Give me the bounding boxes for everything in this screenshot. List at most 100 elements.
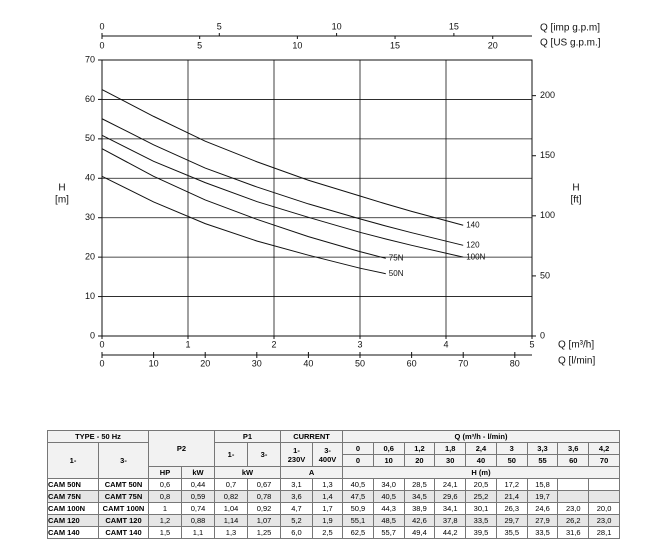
x-tick-label: 0 xyxy=(99,339,104,349)
table-cell: 3,1 xyxy=(280,478,314,491)
table-cell: 40,5 xyxy=(372,490,405,503)
x2-tick-label: 30 xyxy=(252,358,262,368)
table-cell: 37,8 xyxy=(434,514,467,527)
table-cell: 20,5 xyxy=(465,478,497,491)
x-axis-label: Q [m³/h] xyxy=(558,340,594,351)
y-tick-label: 20 xyxy=(85,252,95,262)
table-cell xyxy=(557,478,590,491)
table-cell: 0,59 xyxy=(181,490,216,503)
table-cell: 60 xyxy=(557,454,590,467)
header-cell: 3- xyxy=(97,442,150,479)
table-cell: 29,7 xyxy=(495,514,528,527)
table-cell: 3,6 xyxy=(557,442,590,455)
table-cell: 34,0 xyxy=(372,478,405,491)
series-label: 140 xyxy=(466,220,480,229)
table-cell: 21,4 xyxy=(495,490,528,503)
table-cell: 0,8 xyxy=(148,490,183,503)
table-cell xyxy=(588,490,620,503)
table-cell: 2,5 xyxy=(312,526,344,539)
header-cell: P2 xyxy=(148,430,216,467)
header-cell: Q (m³/h - l/min) xyxy=(342,430,620,443)
x-tick-label: 3 xyxy=(357,339,362,349)
table-cell: 40 xyxy=(465,454,497,467)
header-cell: CURRENT xyxy=(280,430,344,443)
x4-axis-label: Q [US g.p.m.] xyxy=(540,38,601,49)
table-cell: 1,3 xyxy=(214,526,249,539)
table-cell: 1,2 xyxy=(148,514,183,527)
series-label: 120 xyxy=(466,240,480,249)
table-cell: 1,1 xyxy=(181,526,216,539)
table-cell: 0,7 xyxy=(214,478,249,491)
table-cell xyxy=(588,478,620,491)
table-cell: 28,1 xyxy=(588,526,620,539)
table-cell: 26,2 xyxy=(557,514,590,527)
table-cell: 25,2 xyxy=(465,490,497,503)
table-cell: 0,44 xyxy=(181,478,216,491)
table-cell: 1,5 xyxy=(148,526,183,539)
x2-tick-label: 20 xyxy=(200,358,210,368)
x4-tick-label: 20 xyxy=(488,40,498,50)
pump-curve xyxy=(101,118,464,246)
plot-frame xyxy=(101,59,533,337)
table-cell: 19,7 xyxy=(526,490,559,503)
x3-tick-label: 15 xyxy=(449,21,459,31)
table-cell: CAM 140 xyxy=(47,526,99,539)
table-cell: 20,0 xyxy=(588,502,620,515)
table-cell: 0,67 xyxy=(247,478,282,491)
table-cell: 10 xyxy=(372,454,405,467)
table-cell: 55,1 xyxy=(342,514,374,527)
pump-curve xyxy=(101,175,386,275)
table-cell: 55 xyxy=(526,454,559,467)
x3-tick-label: 10 xyxy=(332,21,342,31)
x3-tick-label: 0 xyxy=(99,21,104,31)
table-cell: 27,9 xyxy=(526,514,559,527)
table-cell: 3 xyxy=(495,442,528,455)
x-tick-label: 1 xyxy=(185,339,190,349)
table-cell: 1,25 xyxy=(247,526,282,539)
table-cell: 26,3 xyxy=(495,502,528,515)
table-cell: 2,4 xyxy=(465,442,497,455)
table-cell: 31,6 xyxy=(557,526,590,539)
y2-axis-label: [ft] xyxy=(570,195,581,206)
series-label: 50N xyxy=(389,269,404,278)
table-cell: 0,6 xyxy=(148,478,183,491)
table-cell: CAMT 120 xyxy=(97,514,150,527)
table-cell: 1,14 xyxy=(214,514,249,527)
table-cell: 1 xyxy=(148,502,183,515)
table-cell: 5,2 xyxy=(280,514,314,527)
table-cell: CAM 120 xyxy=(47,514,99,527)
header-cell: P1 xyxy=(214,430,282,443)
x2-tick-label: 80 xyxy=(510,358,520,368)
table-cell: 50 xyxy=(495,454,528,467)
table-cell: 44,2 xyxy=(434,526,467,539)
x2-axis-label: Q [l/min] xyxy=(558,356,595,367)
x2-tick-label: 0 xyxy=(99,358,104,368)
table-cell: 48,5 xyxy=(372,514,405,527)
cell-text: 230V xyxy=(287,454,306,464)
x4-tick-label: 5 xyxy=(197,40,202,50)
table-cell: 4,7 xyxy=(280,502,314,515)
table-cell: 0 xyxy=(342,454,374,467)
table-cell: 0,6 xyxy=(372,442,405,455)
table-cell: 20 xyxy=(403,454,436,467)
y2-tick-label: 150 xyxy=(540,150,555,160)
table-cell: CAM 75N xyxy=(47,490,99,503)
x-tick-label: 4 xyxy=(443,339,448,349)
table-cell: 70 xyxy=(588,454,620,467)
y2-tick-label: 50 xyxy=(540,270,550,280)
pump-curve xyxy=(101,89,464,226)
table-cell: 6,0 xyxy=(280,526,314,539)
table-cell: 1,2 xyxy=(403,442,436,455)
pump-curve xyxy=(101,148,386,259)
table-cell: 33,5 xyxy=(526,526,559,539)
table-cell: 3,3 xyxy=(526,442,559,455)
x2-tick-label: 70 xyxy=(458,358,468,368)
header-cell: H (m) xyxy=(342,466,620,479)
x4-tick-label: 0 xyxy=(99,40,104,50)
cell-text: 400V xyxy=(318,454,337,464)
table-cell: CAMT 100N xyxy=(97,502,150,515)
table-cell: 1,04 xyxy=(214,502,249,515)
table-cell: 0,78 xyxy=(247,490,282,503)
y-axis-label: [m] xyxy=(55,195,69,206)
chart: Q [imp g.p.m] Q [US g.p.m.] Q [m³/h] Q [… xyxy=(55,21,601,368)
